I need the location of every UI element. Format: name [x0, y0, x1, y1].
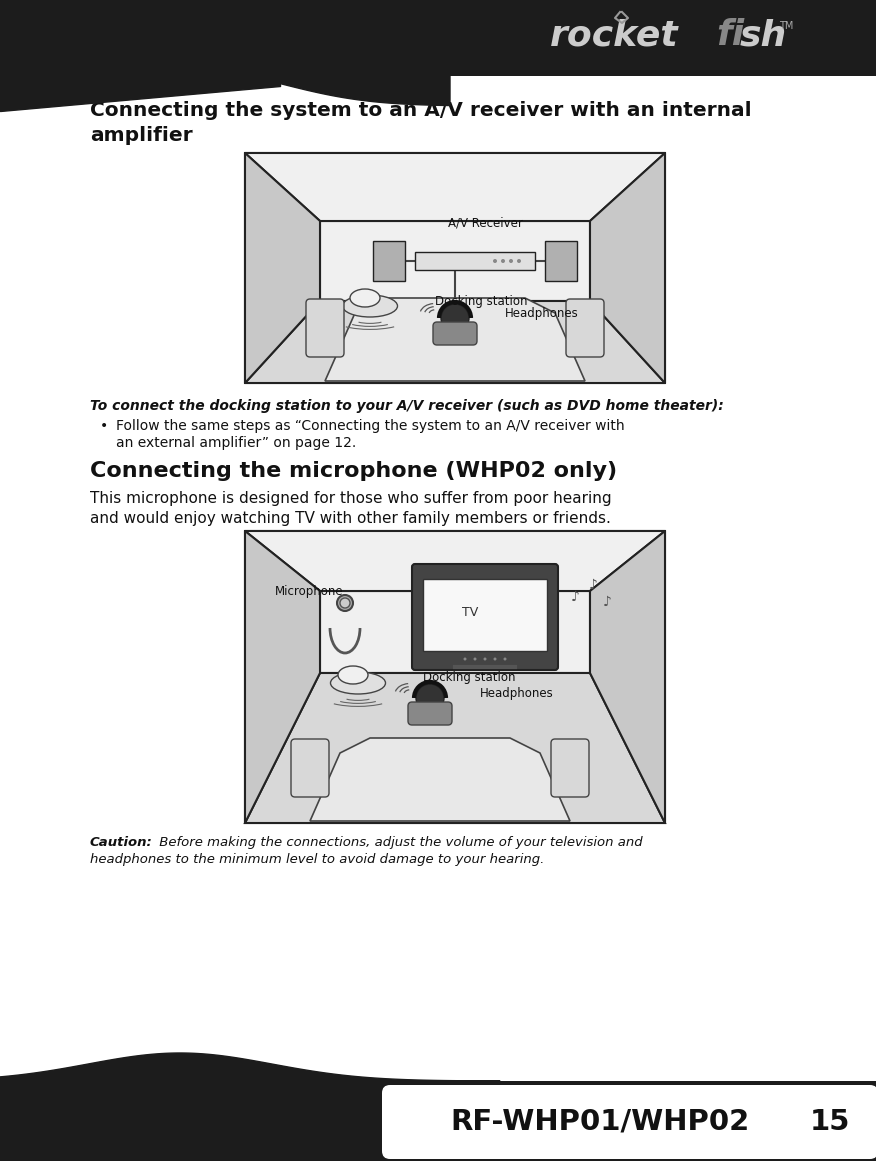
Text: A/V Receiver: A/V Receiver: [448, 216, 522, 229]
Bar: [373, 241, 405, 281]
Text: ♪: ♪: [589, 578, 597, 592]
Polygon shape: [245, 531, 320, 823]
Circle shape: [463, 657, 467, 661]
Bar: [245, 153, 665, 383]
Circle shape: [509, 259, 513, 264]
Text: Docking station: Docking station: [435, 295, 527, 308]
Bar: [245, 531, 665, 823]
Text: Follow the same steps as “Connecting the system to an A/V receiver with: Follow the same steps as “Connecting the…: [116, 419, 625, 433]
Text: Docking station: Docking station: [423, 671, 515, 685]
Circle shape: [441, 304, 469, 332]
Text: Caution:: Caution:: [90, 836, 152, 849]
Circle shape: [340, 598, 350, 608]
Text: and would enjoy watching TV with other family members or friends.: and would enjoy watching TV with other f…: [90, 511, 611, 526]
Bar: [0, 1081, 876, 1161]
Bar: [0, 0, 876, 75]
Text: This microphone is designed for those who suffer from poor hearing: This microphone is designed for those wh…: [90, 491, 611, 506]
Text: ♪: ♪: [570, 590, 579, 604]
Polygon shape: [310, 738, 570, 821]
Text: Connecting the microphone (WHP02 only): Connecting the microphone (WHP02 only): [90, 461, 617, 481]
Text: Headphones: Headphones: [480, 687, 554, 700]
Circle shape: [337, 594, 353, 611]
Bar: [320, 591, 590, 673]
FancyBboxPatch shape: [408, 702, 452, 724]
Bar: [423, 579, 547, 651]
Text: Headphones: Headphones: [505, 308, 579, 320]
Text: TV: TV: [462, 606, 478, 619]
Ellipse shape: [343, 295, 398, 317]
Bar: [545, 241, 577, 281]
FancyBboxPatch shape: [291, 740, 329, 796]
Text: Microphone: Microphone: [275, 585, 343, 598]
Circle shape: [416, 684, 444, 712]
Text: RF-WHP01/WHP02: RF-WHP01/WHP02: [450, 1108, 749, 1135]
Bar: [415, 252, 535, 271]
Text: To connect the docking station to your A/V receiver (such as DVD home theater):: To connect the docking station to your A…: [90, 399, 724, 413]
Polygon shape: [325, 298, 585, 381]
Circle shape: [484, 657, 486, 661]
Polygon shape: [245, 153, 665, 221]
FancyBboxPatch shape: [433, 322, 477, 345]
Circle shape: [504, 657, 506, 661]
Text: amplifier: amplifier: [90, 127, 193, 145]
Polygon shape: [245, 301, 665, 383]
Text: ♪: ♪: [603, 594, 611, 610]
Text: sh: sh: [740, 19, 788, 52]
Polygon shape: [590, 531, 665, 823]
Ellipse shape: [330, 672, 385, 694]
FancyBboxPatch shape: [382, 1086, 876, 1159]
Ellipse shape: [350, 289, 380, 307]
Polygon shape: [245, 531, 665, 591]
Polygon shape: [245, 153, 320, 383]
Circle shape: [493, 657, 497, 661]
Circle shape: [517, 259, 521, 264]
Circle shape: [474, 657, 477, 661]
Text: 15: 15: [809, 1108, 850, 1135]
Circle shape: [493, 259, 497, 264]
FancyBboxPatch shape: [412, 564, 558, 670]
Text: headphones to the minimum level to avoid damage to your hearing.: headphones to the minimum level to avoid…: [90, 853, 544, 866]
Polygon shape: [590, 153, 665, 383]
Text: fi: fi: [716, 19, 744, 52]
Bar: [320, 221, 590, 301]
Text: TM: TM: [779, 21, 794, 31]
Ellipse shape: [338, 666, 368, 684]
Text: an external amplifier” on page 12.: an external amplifier” on page 12.: [116, 437, 357, 450]
Circle shape: [501, 259, 505, 264]
Polygon shape: [245, 673, 665, 823]
FancyBboxPatch shape: [566, 300, 604, 356]
FancyBboxPatch shape: [551, 740, 589, 796]
FancyBboxPatch shape: [306, 300, 344, 356]
Polygon shape: [0, 1053, 500, 1081]
Text: Connecting the system to an A/V receiver with an internal: Connecting the system to an A/V receiver…: [90, 101, 752, 120]
Text: Before making the connections, adjust the volume of your television and: Before making the connections, adjust th…: [155, 836, 643, 849]
Text: •: •: [100, 419, 109, 433]
Polygon shape: [0, 71, 450, 106]
Text: rocket: rocket: [550, 19, 679, 52]
